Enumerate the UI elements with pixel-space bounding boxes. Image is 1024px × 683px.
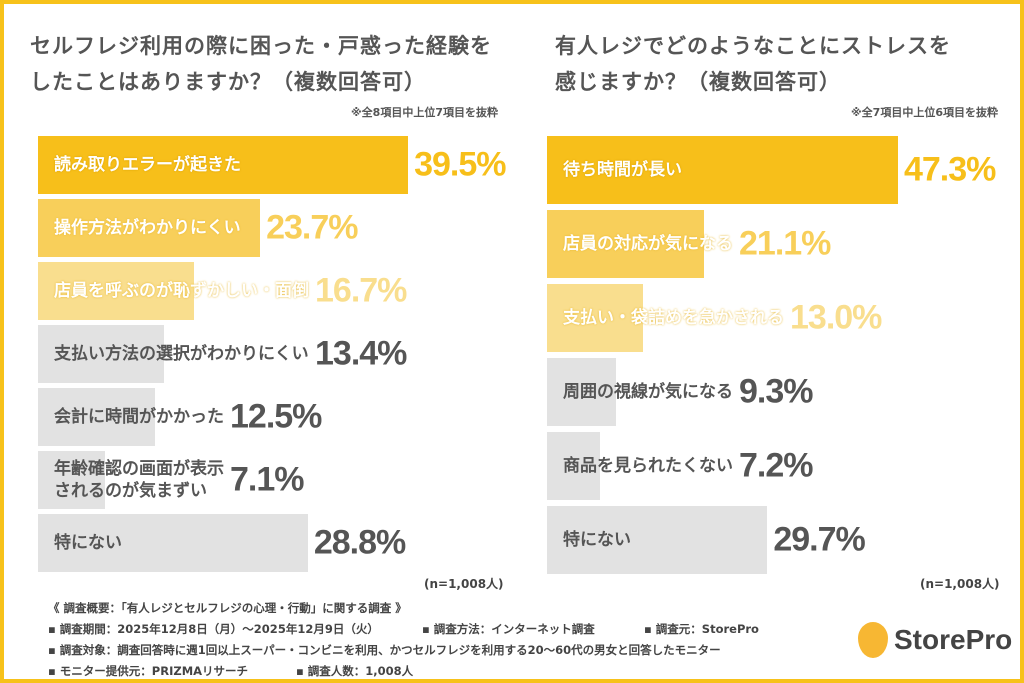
footer-target: ▪ 調査対象：調査回答時に週1回以上スーパー・コンビニを利用、かつセルフレジを利…	[48, 643, 721, 657]
bar-label: 会計に時間がかかった	[54, 407, 224, 427]
bar-label: 支払い方法の選択がわかりにくい	[54, 344, 309, 364]
value-label: 13.4%	[315, 334, 407, 373]
value-label: 47.3%	[903, 150, 996, 189]
bar-label: 商品を見られたくない	[563, 456, 733, 476]
bar-row: 会計に時間がかかった 12.5%	[38, 388, 508, 446]
bar	[38, 325, 164, 383]
bar-label: 周囲の視線が気になる	[563, 382, 733, 402]
left-chart-title: セルフレジ利用の際に困った・戸惑った経験を したことはありますか？（複数回答可）	[30, 28, 492, 100]
left-chart-note: ※全8項目中上位7項目を抜粋	[350, 106, 498, 119]
logo-text: StorePro	[894, 624, 1013, 655]
bar	[38, 514, 308, 572]
bar	[547, 210, 704, 278]
bar-row: 支払い・袋詰めを急かされる 13.0%	[547, 284, 1007, 352]
bar	[38, 451, 105, 509]
bar-row: 年齢確認の画面が表示 されるのが気まずい 7.1%	[38, 451, 508, 509]
footer-source: ▪ 調査元：StorePro	[644, 622, 759, 636]
bar-label: 読み取りエラーが起きた	[54, 155, 241, 175]
bar-row: 読み取りエラーが起きた 39.5%	[38, 136, 508, 194]
value-label: 9.3%	[739, 372, 813, 411]
bar	[547, 284, 644, 352]
value-label: 23.7%	[266, 208, 358, 247]
bar-row: 操作方法がわかりにくい 23.7%	[38, 199, 508, 257]
left-title-line1: セルフレジ利用の際に困った・戸惑った経験を	[30, 34, 492, 58]
bar	[38, 136, 409, 194]
bar	[38, 199, 261, 257]
bar-label: 店員を呼ぶのが恥ずかしい・面倒	[54, 281, 309, 301]
bar-label: 操作方法がわかりにくい	[54, 218, 241, 238]
value-label: 7.1%	[230, 460, 304, 499]
right-title-line2: 感じますか？（複数回答可）	[555, 70, 841, 94]
right-chart: 待ち時間が長い 47.3% 店員の対応が気になる 21.1% 支払い・袋詰めを急かされる…	[547, 136, 1007, 576]
footer-provider: ▪ モニター提供元：PRIZMAリサーチ	[48, 664, 249, 678]
left-title-line2: したことはありますか？（複数回答可）	[30, 70, 426, 94]
footer-count: ▪ 調査人数：1,008人	[296, 664, 414, 678]
bar-label: 特にない	[563, 530, 631, 550]
footer-heading: 《 調査概要：「有人レジとセルフレジの心理・行動」に関する調査 》	[48, 601, 407, 615]
footer-method: ▪ 調査方法：インターネット調査	[422, 622, 595, 636]
right-title-line1: 有人レジでどのようなことにストレスを	[555, 34, 951, 58]
value-label: 12.5%	[230, 397, 322, 436]
bar-label: 特にない	[54, 533, 122, 553]
bar-label: 店員の対応が気になる	[563, 234, 733, 254]
value-label: 16.7%	[315, 271, 407, 310]
value-label: 29.7%	[773, 520, 865, 559]
value-label: 21.1%	[739, 224, 831, 263]
left-chart: 読み取りエラーが起きた 39.5% 操作方法がわかりにくい 23.7% 店員を呼ぶのが恥…	[38, 136, 508, 576]
bar-row: 商品を見られたくない 7.2%	[547, 432, 1007, 500]
bar	[547, 506, 768, 574]
bar	[547, 432, 601, 500]
shopping-cart-pin-icon	[858, 622, 888, 658]
bar-row: 支払い方法の選択がわかりにくい 13.4%	[38, 325, 508, 383]
left-n-label: (n=1,008人)	[424, 577, 504, 591]
bar-row: 周囲の視線が気になる 9.3%	[547, 358, 1007, 426]
bar	[547, 358, 616, 426]
storepro-logo: StorePro	[858, 622, 1012, 658]
value-label: 13.0%	[790, 298, 882, 337]
bar	[38, 262, 195, 320]
bar	[38, 388, 156, 446]
footer-row3: ▪ モニター提供元：PRIZMAリサーチ ▪ 調査人数：1,008人	[48, 663, 413, 679]
value-label: 7.2%	[739, 446, 813, 485]
bar-label: 待ち時間が長い	[563, 160, 682, 180]
right-chart-note: ※全7項目中上位6項目を抜粋	[850, 106, 998, 119]
bar-row: 特にない 29.7%	[547, 506, 1007, 574]
bar-row: 店員の対応が気になる 21.1%	[547, 210, 1007, 278]
bar-label: 支払い・袋詰めを急かされる	[563, 308, 784, 328]
bar-row: 店員を呼ぶのが恥ずかしい・面倒 16.7%	[38, 262, 508, 320]
bar-row: 待ち時間が長い 47.3%	[547, 136, 1007, 204]
bar	[547, 136, 898, 204]
right-chart-title: 有人レジでどのようなことにストレスを 感じますか？（複数回答可）	[555, 28, 951, 100]
footer-row1: ▪ 調査期間：2025年12月8日（月）～2025年12月9日（火） ▪ 調査方法…	[48, 621, 759, 637]
bar-row: 特にない 28.8%	[38, 514, 508, 572]
footer-period: ▪ 調査期間：2025年12月8日（月）～2025年12月9日（火）	[48, 622, 379, 636]
value-label: 28.8%	[313, 523, 406, 562]
bar-label: 年齢確認の画面が表示 されるのが気まずい	[54, 459, 224, 501]
right-n-label: (n=1,008人)	[920, 577, 1000, 591]
value-label: 39.5%	[414, 145, 506, 184]
